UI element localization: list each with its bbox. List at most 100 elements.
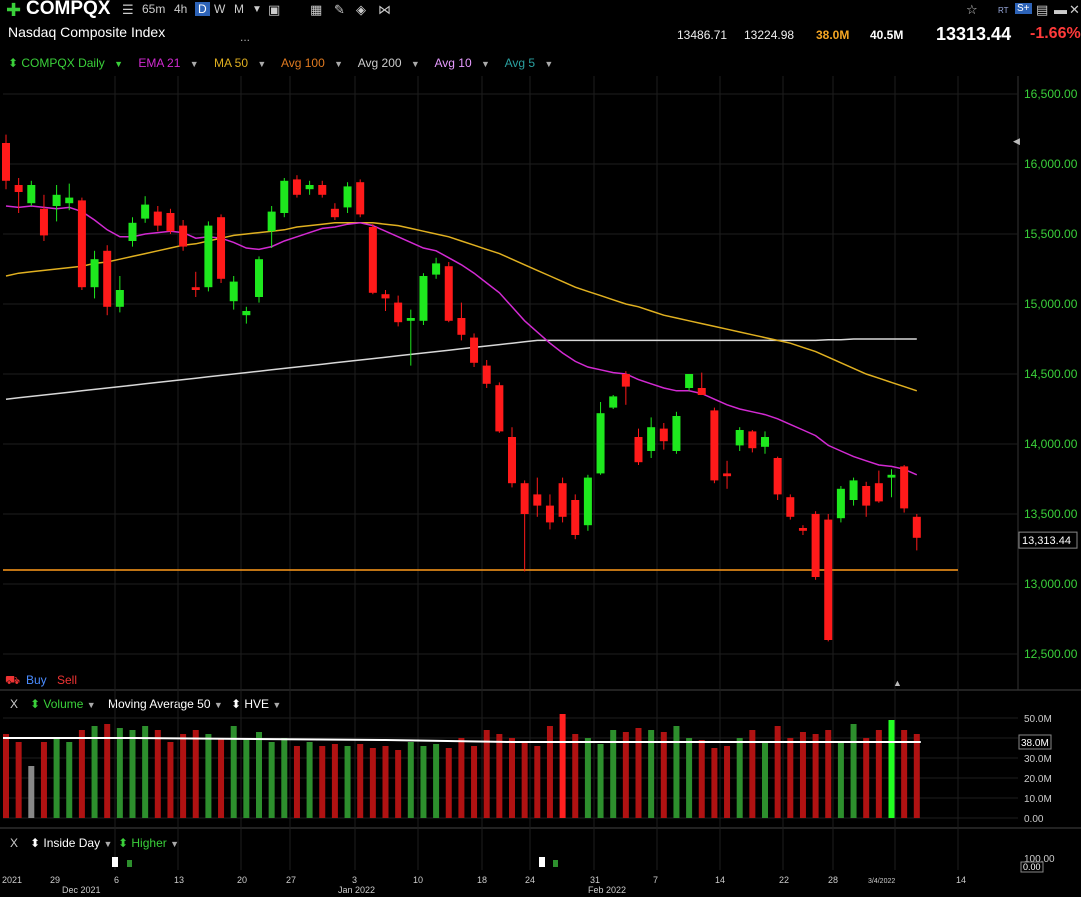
timeframe-65m[interactable]: 65m xyxy=(142,2,166,16)
list-icon[interactable]: ☰ xyxy=(122,2,134,17)
chevron-down-icon[interactable]: ▼ xyxy=(252,4,262,15)
x-axis-label: 7 xyxy=(653,875,658,885)
candle-body xyxy=(394,302,403,323)
candle-body xyxy=(836,488,845,519)
s-plus-icon[interactable]: S+ xyxy=(1015,3,1032,14)
volume-bar xyxy=(66,742,73,818)
volume-bar xyxy=(787,738,794,818)
avg-volume-value: 40.5M xyxy=(870,28,904,42)
higher-marker xyxy=(127,860,132,867)
last-price-tag-box xyxy=(1018,531,1078,549)
candle-body xyxy=(128,222,137,241)
legend-avg5[interactable]: Avg 5 ▼ xyxy=(504,56,554,70)
volume-bar xyxy=(812,734,819,818)
volume-panel-close[interactable]: X xyxy=(10,697,19,711)
candle-body xyxy=(2,143,10,181)
inside-day-label[interactable]: ⬍ Inside Day ▼ xyxy=(30,836,113,850)
indicator-current-box xyxy=(1020,861,1044,873)
volume-ma50-line xyxy=(3,737,921,743)
volume-bar xyxy=(28,766,35,818)
scroll-marker: ▲ xyxy=(893,678,902,688)
candle-body xyxy=(647,427,656,451)
calendar-icon[interactable]: ▦ xyxy=(310,2,323,17)
volume-bar xyxy=(129,730,136,818)
x-axis-label: 31 xyxy=(590,875,600,885)
add-symbol-icon[interactable]: ✚ xyxy=(6,0,22,20)
chart-type-icon[interactable]: ▣ xyxy=(268,2,281,17)
candle-body xyxy=(508,437,516,484)
candle-body xyxy=(432,263,441,275)
draw-pencil-icon[interactable]: ✎ xyxy=(334,2,345,17)
close-icon[interactable]: ✕ xyxy=(1069,2,1080,17)
volume-panel-ma50-label[interactable]: Moving Average 50 ▼ xyxy=(108,697,223,711)
buy-sell-icon[interactable]: ⛟ xyxy=(5,673,21,687)
save-icon[interactable]: ▤ xyxy=(1036,2,1049,17)
timeframe-weekly[interactable]: W xyxy=(214,2,226,16)
volume-bar xyxy=(268,742,275,818)
candle-body xyxy=(912,516,921,538)
legend-ema21[interactable]: EMA 21 ▼ xyxy=(138,56,199,70)
legend-avg10[interactable]: Avg 10 ▼ xyxy=(434,56,490,70)
candle-body xyxy=(153,211,162,226)
volume-bar xyxy=(293,746,300,818)
candle-body xyxy=(862,486,871,506)
volume-bar xyxy=(230,726,237,818)
volume-bar xyxy=(913,734,920,818)
volume-bar xyxy=(837,742,844,818)
volume-bar xyxy=(584,738,591,818)
x-axis-label: 14 xyxy=(715,875,725,885)
candle-body xyxy=(255,259,263,297)
layers-icon[interactable]: ◈ xyxy=(356,2,366,17)
timeframe-monthly[interactable]: M xyxy=(234,2,244,16)
volume-bar xyxy=(142,726,149,818)
symbol-label[interactable]: COMPQX xyxy=(26,0,111,19)
volume-bar xyxy=(433,744,440,818)
indicator-legend: ⬍ COMPQX Daily ▼ EMA 21 ▼ MA 50 ▼ Avg 10… xyxy=(8,56,565,70)
volume-bar xyxy=(901,730,908,818)
x-axis-label: 20 xyxy=(237,875,247,885)
candle-body xyxy=(723,473,732,477)
x-axis-label: 14 xyxy=(956,875,966,885)
volume-bar xyxy=(483,730,490,818)
candle-body xyxy=(217,217,226,279)
candle-body xyxy=(381,294,390,299)
price-axis-label: 15,000.00 xyxy=(1024,297,1078,311)
indicator-axis-label: 100.00 xyxy=(1024,854,1055,865)
candle-body xyxy=(65,197,74,204)
timeframe-daily[interactable]: D xyxy=(195,2,210,16)
higher-label[interactable]: ⬍ Higher ▼ xyxy=(118,836,180,850)
sell-button[interactable]: Sell xyxy=(57,673,78,687)
volume-bar xyxy=(799,732,806,818)
legend-ma50[interactable]: MA 50 ▼ xyxy=(213,56,267,70)
volume-bar xyxy=(205,734,212,818)
star-icon[interactable]: ☆ xyxy=(966,2,978,17)
candle-body xyxy=(27,185,36,204)
higher-marker xyxy=(553,860,558,867)
candle-body xyxy=(697,388,706,395)
share-icon[interactable]: ⋈ xyxy=(378,2,391,17)
volume-bar xyxy=(395,750,402,818)
candle-body xyxy=(343,186,352,208)
volume-panel-volume-label[interactable]: ⬍ Volume ▼ xyxy=(30,697,96,711)
volume-bar xyxy=(648,730,655,818)
legend-avg200[interactable]: Avg 200 ▼ xyxy=(357,56,420,70)
volume-bar xyxy=(673,726,680,818)
timeframe-4h[interactable]: 4h xyxy=(174,2,188,16)
indicator-panel-close[interactable]: X xyxy=(10,836,19,850)
minimize-icon[interactable]: ▬ xyxy=(1054,2,1067,17)
candle-body xyxy=(545,505,554,523)
volume-bar xyxy=(116,728,123,818)
legend-avg100[interactable]: Avg 100 ▼ xyxy=(280,56,344,70)
more-ellipsis[interactable]: ... xyxy=(240,30,251,44)
volume-panel-hve-label[interactable]: ⬍ HVE ▼ xyxy=(231,697,282,711)
candle-body xyxy=(495,385,504,432)
buy-button[interactable]: Buy xyxy=(26,673,47,687)
legend-symbol[interactable]: ⬍ COMPQX Daily ▼ xyxy=(8,56,123,70)
candle-body xyxy=(900,466,909,509)
volume-bar xyxy=(3,734,9,818)
volume-bar xyxy=(863,738,870,818)
x-axis-label: 3 xyxy=(352,875,357,885)
candle-body xyxy=(77,200,86,288)
volume-bar xyxy=(40,742,47,818)
